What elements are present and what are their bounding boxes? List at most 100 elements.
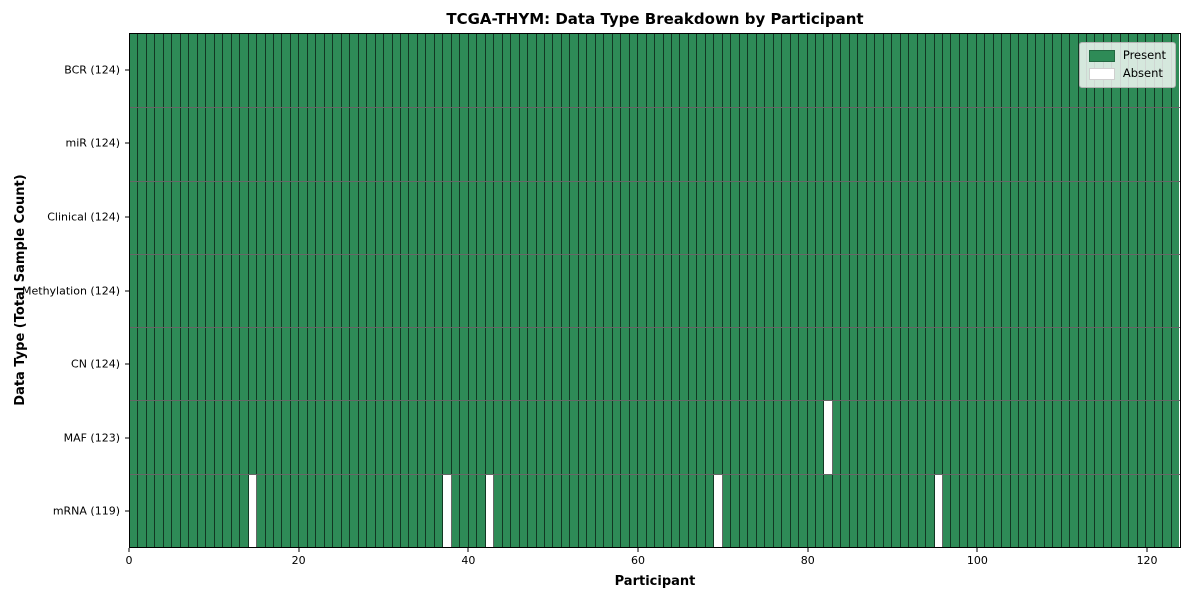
heatmap-cell <box>307 401 317 474</box>
heatmap-cell <box>976 401 986 474</box>
heatmap-cell <box>392 474 401 547</box>
heatmap-cell <box>892 328 901 401</box>
heatmap-cell <box>307 474 317 547</box>
heatmap-cell <box>553 34 562 108</box>
heatmap-cell <box>536 401 545 474</box>
heatmap-cell <box>206 328 215 401</box>
heatmap-cell <box>968 34 977 108</box>
heatmap-cell <box>985 328 994 401</box>
heatmap-cell <box>528 181 537 254</box>
heatmap-cell <box>1129 108 1138 181</box>
heatmap-cell <box>756 108 766 181</box>
heatmap-cell <box>1154 181 1164 254</box>
heatmap-cell <box>604 254 613 328</box>
heatmap-cell <box>926 328 935 401</box>
heatmap-cell <box>807 108 816 181</box>
heatmap-cell <box>943 328 952 401</box>
heatmap-cell <box>172 474 181 547</box>
heatmap-cell <box>714 34 723 108</box>
heatmap-cell <box>943 474 952 547</box>
heatmap-cell <box>621 401 630 474</box>
heatmap-cell <box>189 34 198 108</box>
heatmap-cell <box>655 401 664 474</box>
heatmap-cell <box>1163 108 1172 181</box>
heatmap-cell <box>782 34 791 108</box>
y-tick-mark <box>125 69 129 71</box>
heatmap-cell <box>790 328 800 401</box>
heatmap-cell <box>773 254 783 328</box>
heatmap-cell <box>265 254 274 328</box>
heatmap-cell <box>367 474 376 547</box>
heatmap-cell <box>214 34 224 108</box>
heatmap-cell <box>290 34 300 108</box>
heatmap-cell <box>451 328 461 401</box>
legend: Present Absent <box>1078 42 1176 88</box>
heatmap-cell <box>511 181 520 254</box>
heatmap-cell <box>629 181 639 254</box>
heatmap-cell <box>146 34 156 108</box>
heatmap-cell <box>494 474 503 547</box>
heatmap-cell <box>672 181 681 254</box>
heatmap-cell <box>367 34 376 108</box>
heatmap-cell <box>223 34 232 108</box>
heatmap-cell <box>299 328 308 401</box>
heatmap-cell <box>672 34 681 108</box>
heatmap-cell <box>824 328 833 401</box>
heatmap-cell <box>629 34 639 108</box>
heatmap-cell <box>917 474 927 547</box>
heatmap-cell <box>1154 254 1164 328</box>
heatmap-cell <box>875 401 884 474</box>
heatmap-cell <box>417 181 427 254</box>
heatmap-cell <box>1086 254 1096 328</box>
x-tick-mark <box>637 548 639 552</box>
heatmap-cell <box>561 181 571 254</box>
heatmap-cell <box>790 401 800 474</box>
heatmap-cell <box>807 181 816 254</box>
heatmap-cell <box>799 474 808 547</box>
heatmap-cell <box>417 401 427 474</box>
heatmap-cell <box>1036 34 1045 108</box>
heatmap-cell <box>799 254 808 328</box>
heatmap-cell <box>426 181 435 254</box>
heatmap-cell <box>1171 181 1180 254</box>
heatmap-cell <box>663 328 672 401</box>
heatmap-cell <box>934 108 943 181</box>
heatmap-cell <box>892 34 901 108</box>
heatmap-cell <box>358 254 368 328</box>
heatmap-cell <box>782 328 791 401</box>
heatmap-cell <box>909 108 918 181</box>
heatmap-cell <box>900 474 910 547</box>
legend-absent-swatch-icon <box>1088 68 1115 80</box>
heatmap-cell <box>1010 108 1020 181</box>
heatmap-cell <box>1154 474 1164 547</box>
heatmap-cell <box>714 181 723 254</box>
heatmap-cell <box>815 108 825 181</box>
heatmap-cell <box>621 181 630 254</box>
heatmap-cell <box>705 181 715 254</box>
heatmap-cell <box>790 108 800 181</box>
heatmap-cell <box>316 108 325 181</box>
heatmap-cell <box>612 254 622 328</box>
heatmap-cell <box>1002 181 1011 254</box>
heatmap-cell <box>1146 181 1155 254</box>
heatmap-cell <box>731 328 740 401</box>
heatmap-row <box>130 400 1180 474</box>
heatmap-cell <box>629 254 639 328</box>
legend-present-swatch-icon <box>1088 50 1115 62</box>
x-tick-label: 120 <box>1136 554 1158 567</box>
heatmap-cell <box>561 474 571 547</box>
heatmap-cell <box>866 254 876 328</box>
heatmap-cell <box>765 401 774 474</box>
heatmap-cell <box>1171 254 1180 328</box>
heatmap-cell <box>434 401 444 474</box>
heatmap-cell <box>324 328 334 401</box>
heatmap-cell <box>917 401 927 474</box>
heatmap-cell <box>756 181 766 254</box>
heatmap-cell <box>273 254 283 328</box>
heatmap-cell <box>1010 401 1020 474</box>
heatmap-cell <box>138 328 147 401</box>
heatmap-cell <box>333 474 342 547</box>
heatmap-row <box>130 253 1180 328</box>
heatmap-cell <box>375 474 385 547</box>
heatmap-cell <box>561 254 571 328</box>
